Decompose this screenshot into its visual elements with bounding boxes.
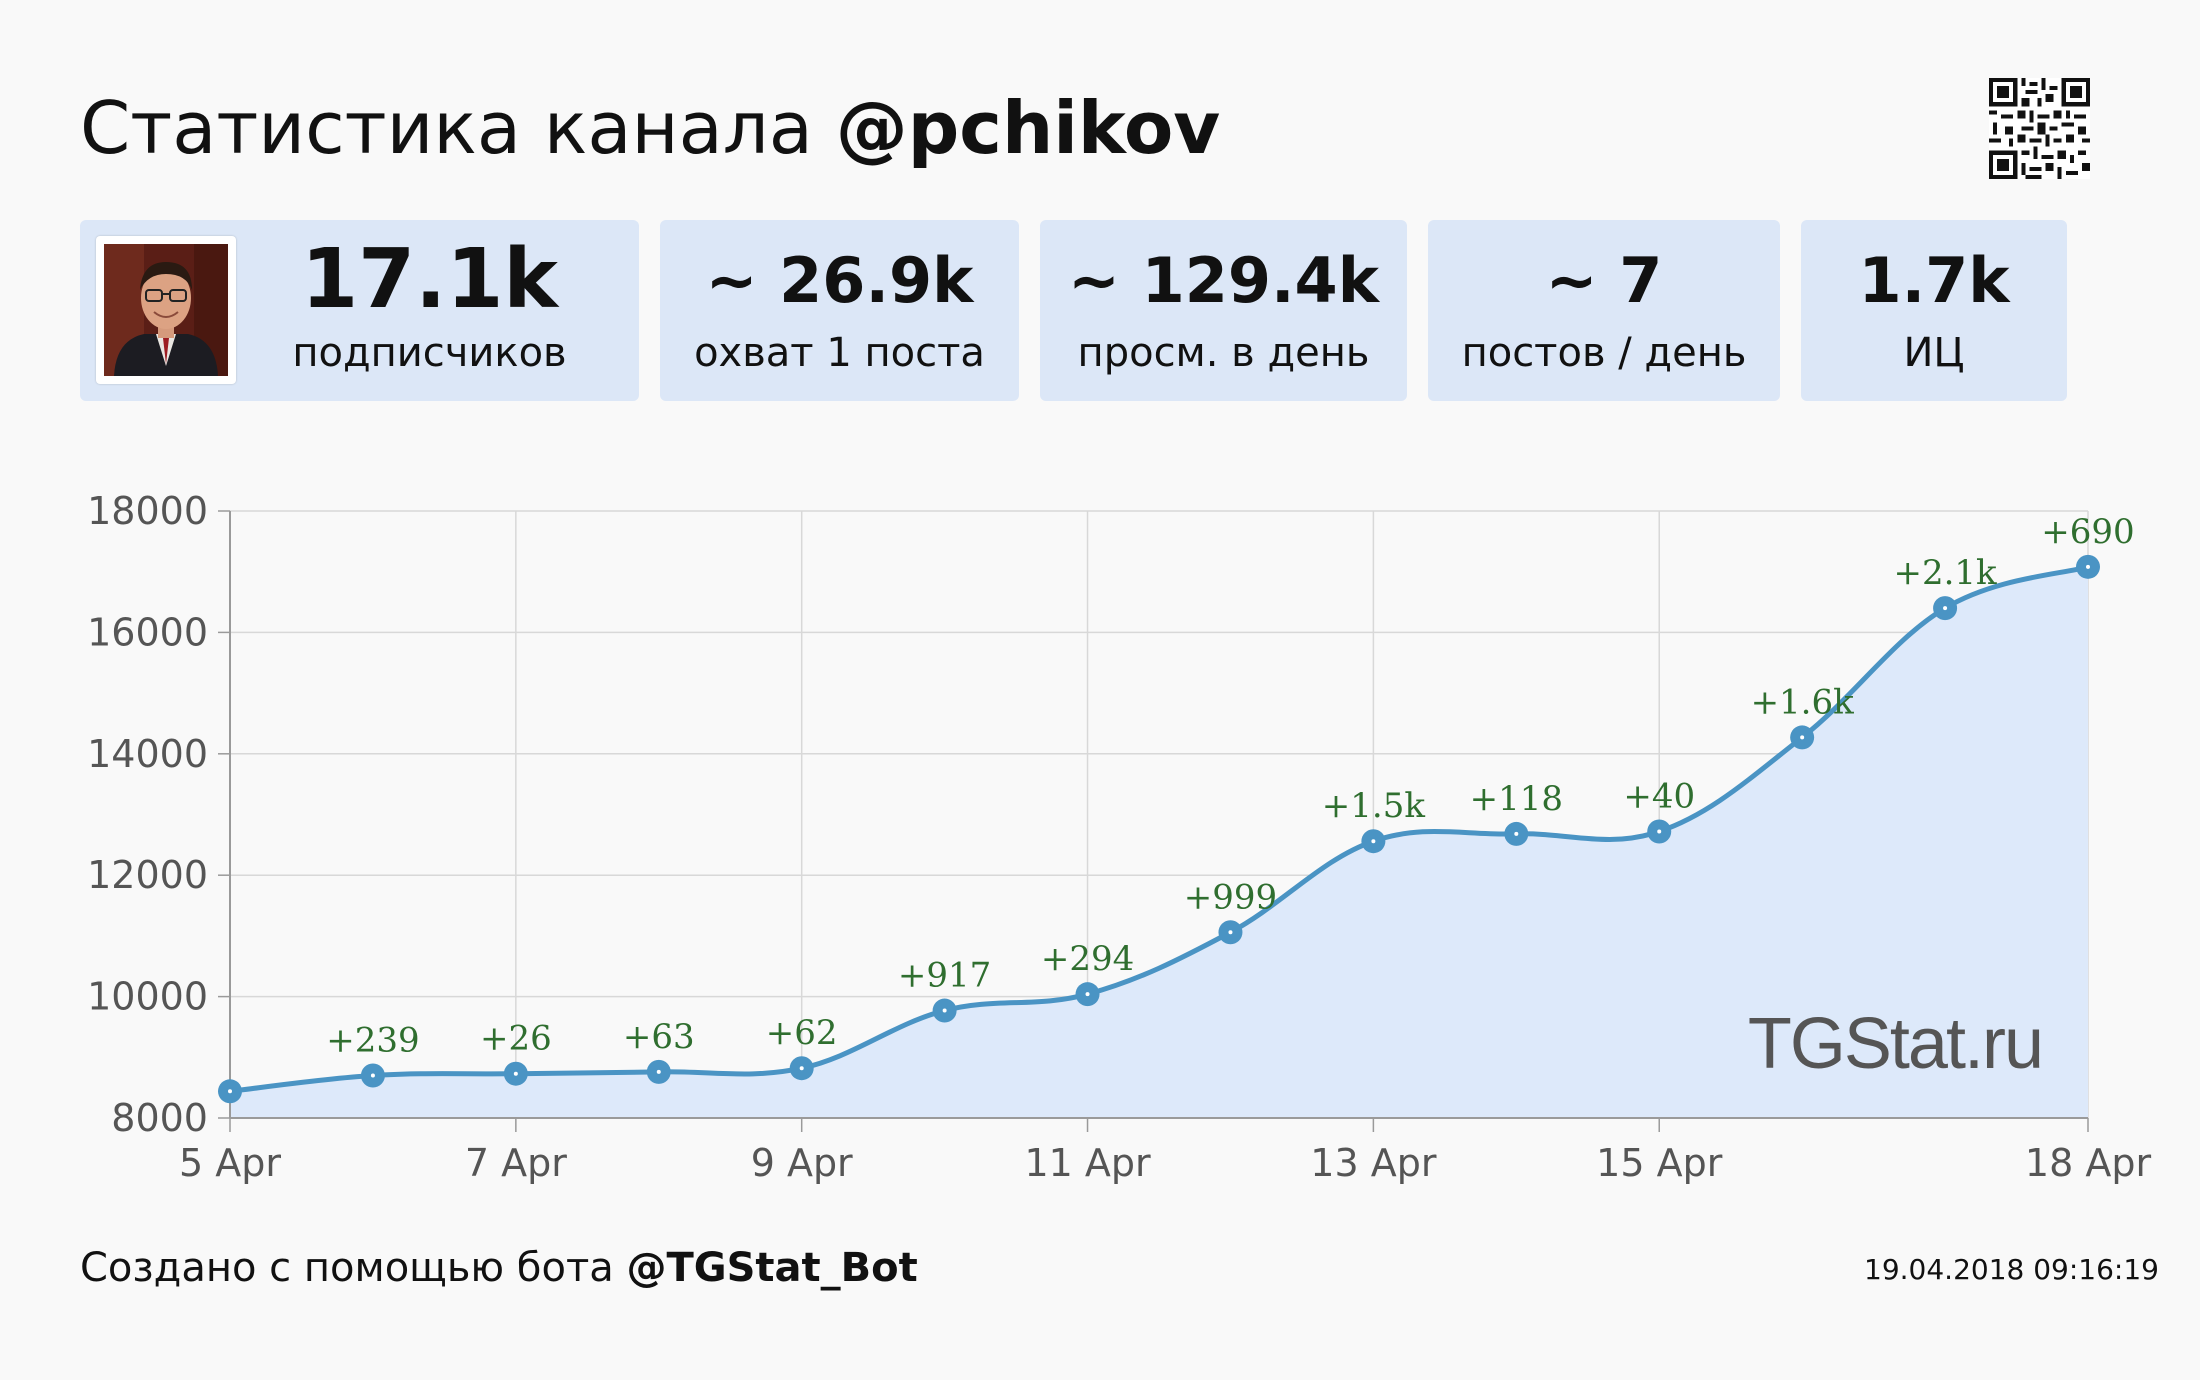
- qr-code-icon: [1989, 78, 2090, 179]
- x-tick-label: 13 Apr: [1310, 1141, 1437, 1185]
- x-tick-label: 11 Apr: [1024, 1141, 1151, 1185]
- y-tick-label: 14000: [87, 732, 208, 776]
- data-point-center: [1371, 839, 1376, 844]
- stat-card-subscribers: 17.1k подписчиков: [80, 220, 639, 401]
- data-label: +239: [326, 1021, 419, 1061]
- data-label: +690: [2041, 512, 2134, 552]
- data-label: +26: [480, 1019, 552, 1059]
- avatar: [96, 236, 236, 384]
- x-tick-label: 7 Apr: [465, 1141, 567, 1185]
- subscribers-value: 17.1k: [301, 232, 558, 327]
- data-point-center: [513, 1071, 518, 1076]
- point-labels: +239 +26 +63 +62 +917 +294 +999 +1.5k +118 +40 +1.…: [326, 512, 2134, 1061]
- data-point-center: [1514, 831, 1519, 836]
- stat-card-reach: ~ 26.9k охват 1 поста: [660, 220, 1019, 401]
- data-point-center: [1943, 606, 1948, 611]
- stat-card-posts-per-day: ~ 7 постов / день: [1428, 220, 1780, 401]
- channel-handle: @pchikov: [835, 86, 1221, 170]
- stat-card-daily-views: ~ 129.4k просм. в день: [1040, 220, 1407, 401]
- data-label: +118: [1470, 779, 1563, 819]
- daily-views-label: просм. в день: [1077, 330, 1370, 376]
- chart-area: [230, 566, 2088, 1118]
- data-point-center: [228, 1089, 232, 1094]
- bot-handle[interactable]: @TGStat_Bot: [626, 1245, 918, 1291]
- generated-timestamp: 19.04.2018 09:16:19: [1864, 1253, 2159, 1286]
- x-tick-label: 5 Apr: [179, 1141, 281, 1185]
- page-title: Статистика канала @pchikov: [80, 88, 1220, 168]
- reach-value: ~ 26.9k: [705, 244, 974, 317]
- citation-index-value: 1.7k: [1858, 244, 2010, 317]
- data-label: +2.1k: [1893, 553, 1997, 593]
- data-label: +1.5k: [1322, 786, 1426, 826]
- reach-label: охват 1 поста: [694, 330, 985, 376]
- posts-per-day-value: ~ 7: [1545, 244, 1663, 317]
- y-tick-label: 18000: [87, 489, 208, 533]
- footer-prefix: Создано с помощью бота: [80, 1245, 627, 1291]
- daily-views-value: ~ 129.4k: [1068, 244, 1379, 317]
- data-point-center: [1800, 735, 1805, 740]
- data-label: +294: [1041, 939, 1134, 979]
- data-point-center: [2086, 564, 2090, 569]
- y-tick-label: 12000: [87, 853, 208, 897]
- data-label: +999: [1184, 877, 1277, 917]
- data-label: +63: [623, 1017, 695, 1057]
- tick-labels: 8000 10000 12000 14000 16000 18000 5 Apr 7 Apr 9…: [87, 489, 2151, 1185]
- data-point-center: [370, 1073, 375, 1078]
- data-point-center: [799, 1066, 804, 1071]
- y-tick-label: 10000: [87, 975, 208, 1019]
- data-point-center: [942, 1008, 947, 1013]
- citation-index-label: ИЦ: [1903, 330, 1965, 376]
- data-label: +62: [766, 1013, 838, 1053]
- x-tick-label: 15 Apr: [1596, 1141, 1723, 1185]
- y-tick-label: 8000: [111, 1096, 208, 1140]
- x-tick-label: 18 Apr: [2025, 1141, 2152, 1185]
- data-point-center: [1657, 829, 1662, 834]
- data-point-center: [656, 1069, 661, 1074]
- stat-card-citation-index: 1.7k ИЦ: [1801, 220, 2067, 401]
- data-points: [218, 554, 2100, 1104]
- data-label: +40: [1623, 776, 1695, 816]
- title-prefix: Статистика канала: [80, 86, 836, 170]
- x-tick-label: 9 Apr: [751, 1141, 853, 1185]
- y-tick-label: 16000: [87, 610, 208, 654]
- data-label: +917: [898, 956, 991, 996]
- data-label: +1.6k: [1751, 682, 1855, 722]
- watermark: TGStat.ru: [1748, 1004, 2042, 1084]
- posts-per-day-label: постов / день: [1461, 330, 1747, 376]
- data-point-center: [1085, 992, 1090, 997]
- data-point-center: [1228, 930, 1233, 935]
- subscribers-label: подписчиков: [292, 330, 567, 376]
- footer-credit: Создано с помощью бота @TGStat_Bot: [80, 1240, 918, 1296]
- chart-axes: [218, 510, 2089, 1132]
